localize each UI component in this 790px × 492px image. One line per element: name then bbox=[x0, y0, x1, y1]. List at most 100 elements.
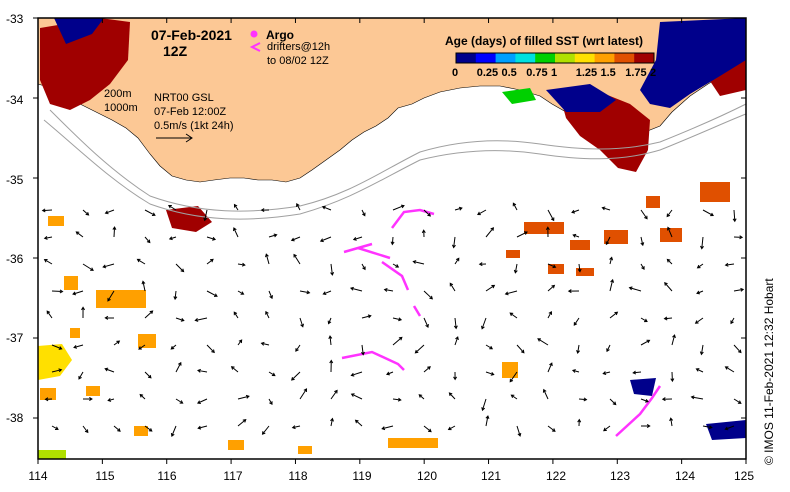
current-vector bbox=[516, 344, 525, 354]
current-vector bbox=[666, 209, 673, 218]
current-vector bbox=[44, 397, 53, 402]
current-vector bbox=[392, 263, 400, 268]
x-tick-label: 116 bbox=[157, 469, 177, 483]
current-vector bbox=[230, 366, 239, 373]
current-vector bbox=[724, 366, 735, 373]
current-vector bbox=[260, 341, 270, 346]
current-vector bbox=[451, 236, 456, 249]
current-vector bbox=[724, 425, 735, 431]
current-vector bbox=[576, 344, 581, 354]
current-vector bbox=[330, 417, 334, 427]
current-vector bbox=[571, 209, 580, 214]
cold-patch-east bbox=[640, 18, 746, 108]
current-vector bbox=[170, 425, 177, 437]
current-vector bbox=[669, 417, 674, 427]
current-vector bbox=[485, 344, 494, 350]
current-vector bbox=[485, 284, 496, 292]
current-vector bbox=[175, 398, 184, 404]
current-vector bbox=[733, 398, 742, 404]
current-vector bbox=[237, 339, 243, 346]
current-vector bbox=[609, 278, 615, 292]
current-vector bbox=[78, 371, 84, 380]
current-vector bbox=[112, 226, 117, 238]
colorbar-segment bbox=[555, 53, 576, 63]
current-vector bbox=[547, 209, 555, 222]
current-vector bbox=[197, 368, 208, 373]
current-vector bbox=[666, 258, 673, 265]
map-time: 12Z bbox=[163, 43, 188, 59]
current-vector bbox=[671, 334, 676, 346]
current-vector bbox=[381, 425, 394, 431]
current-vector bbox=[144, 371, 152, 379]
current-vector bbox=[695, 368, 704, 373]
current-vector bbox=[545, 226, 550, 238]
warm-patch-west bbox=[40, 18, 130, 110]
current-vector bbox=[640, 263, 645, 270]
scale-vector bbox=[156, 133, 193, 143]
y-tick-label: -36 bbox=[6, 252, 24, 266]
current-vector bbox=[509, 312, 518, 319]
current-vector bbox=[197, 425, 208, 430]
current-vector bbox=[46, 310, 53, 319]
y-tick-label: -34 bbox=[6, 93, 24, 107]
current-vector bbox=[175, 263, 185, 273]
colorbar-segment bbox=[495, 53, 516, 63]
current-vector bbox=[233, 227, 239, 238]
current-vector bbox=[319, 236, 332, 243]
x-tick-label: 121 bbox=[480, 469, 502, 483]
current-vector bbox=[327, 317, 332, 325]
current-vector bbox=[321, 205, 332, 211]
x-tick-label: 125 bbox=[733, 469, 755, 483]
current-vector bbox=[51, 344, 63, 350]
current-vector bbox=[670, 371, 675, 383]
current-vector bbox=[640, 339, 651, 346]
current-vector bbox=[423, 366, 431, 373]
current-vector bbox=[295, 344, 301, 352]
current-vector bbox=[113, 340, 121, 346]
x-tick-label: 119 bbox=[352, 469, 372, 483]
current-vector bbox=[233, 203, 239, 211]
current-vector bbox=[478, 262, 487, 267]
current-vector bbox=[360, 344, 365, 356]
current-vector bbox=[144, 425, 153, 432]
current-vector bbox=[572, 233, 580, 238]
current-vector bbox=[260, 208, 270, 213]
current-vector bbox=[412, 260, 425, 265]
current-vector bbox=[449, 282, 456, 292]
current-vector bbox=[168, 204, 177, 211]
current-vector bbox=[477, 209, 487, 216]
drifter-tracks bbox=[341, 208, 662, 437]
current-vector bbox=[41, 208, 53, 213]
green-patch bbox=[502, 88, 536, 104]
drifter-legend-range: to 08/02 12Z bbox=[267, 55, 329, 67]
yellow-patch bbox=[38, 344, 72, 380]
current-vector bbox=[350, 393, 363, 400]
colorbar-segment bbox=[515, 53, 536, 63]
current-vector bbox=[454, 336, 459, 346]
current-vector bbox=[328, 335, 333, 346]
current-vector bbox=[175, 317, 185, 322]
current-vector bbox=[194, 317, 208, 322]
current-vector bbox=[268, 233, 278, 238]
current-vector bbox=[690, 395, 704, 400]
current-vector bbox=[504, 290, 518, 296]
current-vector bbox=[329, 359, 334, 373]
current-vector bbox=[547, 263, 557, 269]
current-vector bbox=[609, 256, 614, 265]
current-vector bbox=[628, 286, 642, 292]
current-vector bbox=[423, 317, 429, 328]
current-vector bbox=[264, 253, 270, 265]
current-vector bbox=[352, 236, 363, 241]
current-vector bbox=[237, 262, 246, 267]
isobath-1000m bbox=[43, 113, 747, 220]
isobath-200m bbox=[49, 103, 747, 212]
current-vector bbox=[724, 262, 735, 267]
current-vector bbox=[43, 259, 53, 265]
colorbar-segment bbox=[475, 53, 497, 63]
current-vector bbox=[699, 344, 704, 356]
isobath-200m-label: 200m bbox=[104, 88, 132, 100]
current-vector bbox=[144, 310, 154, 319]
current-vector bbox=[72, 290, 84, 296]
current-vector bbox=[392, 204, 405, 211]
current-vector bbox=[702, 425, 713, 430]
